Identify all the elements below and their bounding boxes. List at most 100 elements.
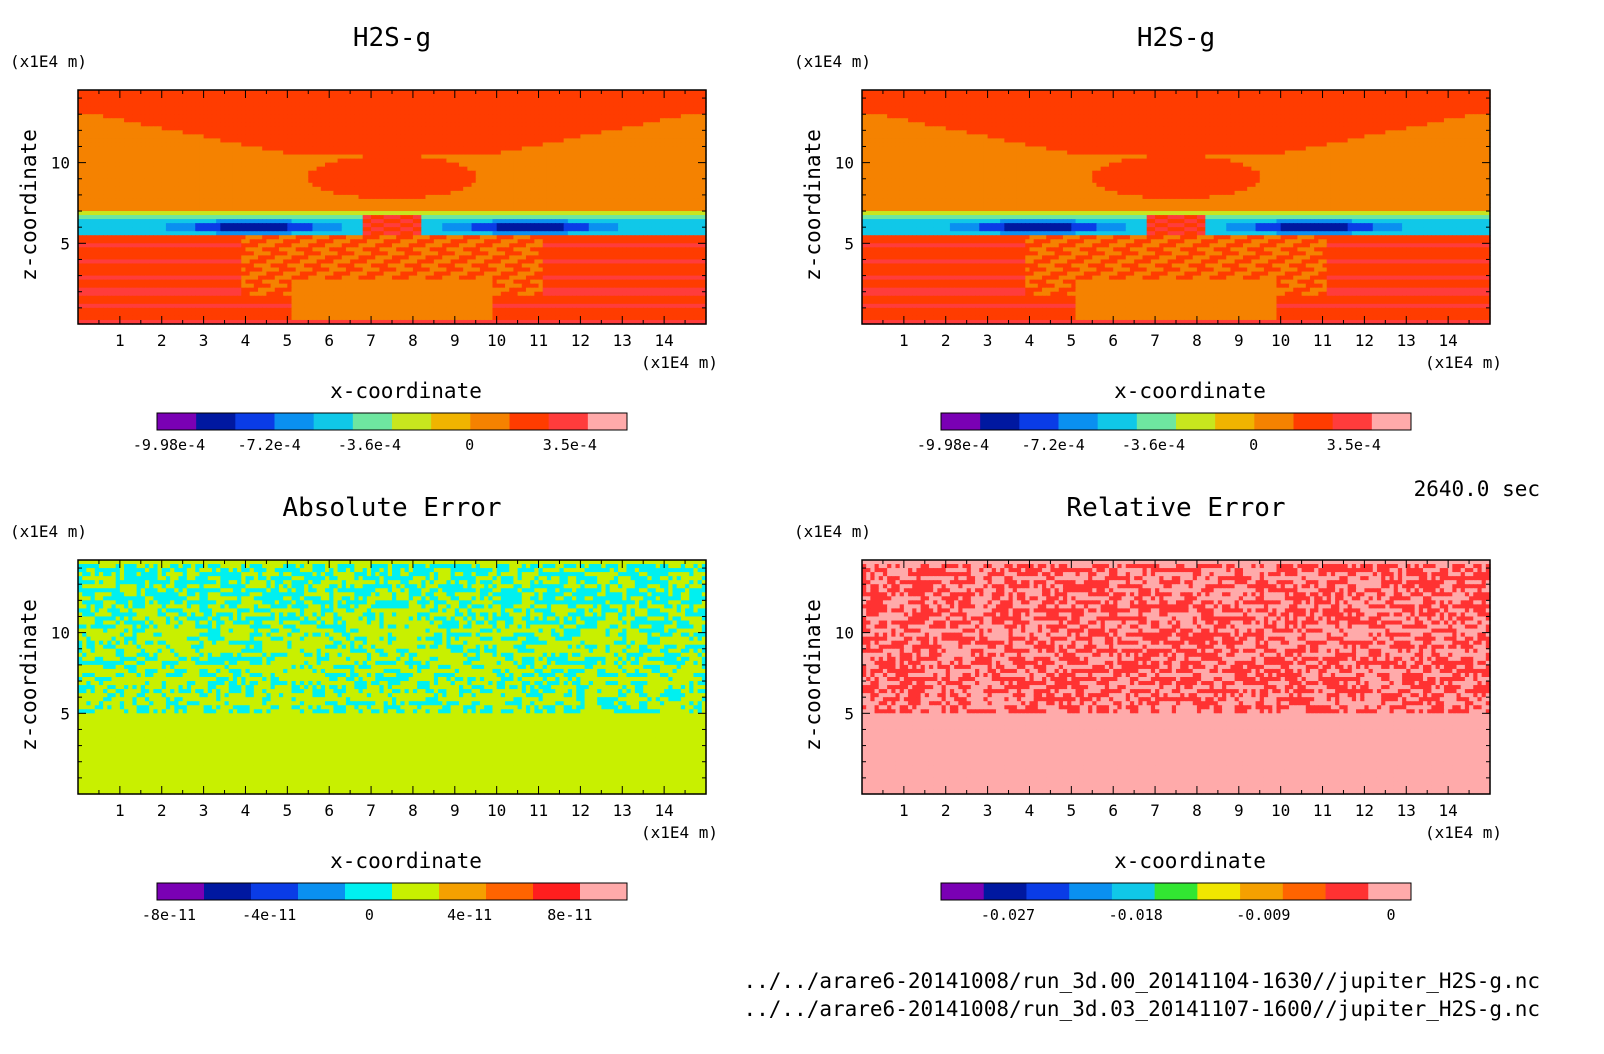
heatmap-cell: [345, 130, 351, 135]
heatmap-cell: [676, 98, 682, 103]
heatmap-cell: [408, 190, 414, 196]
heatmap-cell: [505, 178, 510, 184]
heatmap-cell: [182, 215, 188, 220]
heatmap-cell: [471, 198, 477, 204]
heatmap-cell: [387, 162, 393, 168]
heatmap-cell: [333, 102, 339, 107]
heatmap-cell: [492, 154, 498, 160]
heatmap-cell: [203, 170, 209, 176]
heatmap-cell: [546, 126, 552, 131]
heatmap-cell: [195, 190, 201, 196]
heatmap-cell: [676, 162, 682, 168]
heatmap-cell: [278, 110, 284, 115]
heatmap-cell: [542, 106, 548, 111]
heatmap-cell: [266, 114, 272, 119]
heatmap-cell: [291, 194, 297, 200]
heatmap-cell: [496, 182, 502, 188]
heatmap-cell: [304, 146, 309, 152]
heatmap-cell: [387, 122, 393, 127]
heatmap-cell: [115, 134, 121, 140]
heatmap-cell: [86, 178, 92, 184]
heatmap-cell: [325, 98, 330, 103]
heatmap-cell: [438, 94, 443, 99]
heatmap-cell: [584, 106, 590, 111]
heatmap-cell: [421, 154, 427, 160]
heatmap-cell: [580, 154, 586, 160]
heatmap-cell: [153, 122, 159, 127]
heatmap-cell: [479, 110, 485, 115]
heatmap-cell: [295, 110, 301, 115]
heatmap-cell: [98, 102, 104, 107]
heatmap-cell: [563, 118, 569, 123]
heatmap-cell: [115, 198, 121, 204]
heatmap-cell: [551, 162, 556, 168]
heatmap-cell: [274, 142, 280, 148]
heatmap-cell: [78, 122, 83, 127]
heatmap-cell: [211, 215, 217, 220]
heatmap-cell: [174, 194, 180, 200]
heatmap-cell: [278, 138, 284, 144]
heatmap-cell: [86, 186, 92, 192]
heatmap-cell: [337, 170, 343, 176]
heatmap-cell: [676, 207, 682, 212]
heatmap-cell: [186, 150, 192, 156]
heatmap-cell: [358, 98, 364, 103]
heatmap-cell: [680, 158, 686, 164]
heatmap-cell: [392, 166, 397, 172]
heatmap-cell: [216, 118, 221, 123]
heatmap-cell: [232, 207, 238, 212]
heatmap-cell: [693, 154, 699, 160]
heatmap-cell: [371, 90, 376, 95]
heatmap-cell: [304, 90, 309, 95]
heatmap-cell: [220, 194, 226, 200]
heatmap-cell: [274, 126, 280, 131]
heatmap-cell: [672, 126, 678, 131]
heatmap-cell: [605, 170, 611, 176]
heatmap-cell: [98, 166, 104, 172]
heatmap-cell: [576, 138, 581, 144]
heatmap-cell: [567, 90, 573, 95]
heatmap-cell: [597, 126, 602, 131]
heatmap-cell: [693, 158, 699, 164]
heatmap-cell: [128, 162, 134, 168]
heatmap-cell: [157, 223, 163, 228]
heatmap-cell: [429, 198, 435, 204]
heatmap-cell: [153, 166, 159, 172]
heatmap-cell: [576, 190, 581, 196]
heatmap-cell: [442, 106, 448, 111]
heatmap-cell: [90, 215, 96, 220]
heatmap-cell: [245, 130, 251, 135]
heatmap-cell: [400, 190, 406, 196]
heatmap-cell: [103, 98, 108, 103]
heatmap-cell: [492, 130, 498, 135]
heatmap-cell: [463, 186, 468, 192]
heatmap-cell: [333, 130, 339, 135]
heatmap-cell: [295, 178, 301, 184]
heatmap-cell: [555, 122, 561, 127]
heatmap-cell: [371, 126, 376, 131]
heatmap-cell: [626, 162, 632, 168]
heatmap-cell: [249, 178, 255, 184]
heatmap-cell: [383, 174, 389, 180]
heatmap-cell: [325, 106, 330, 111]
heatmap-cell: [341, 102, 347, 107]
heatmap-cell: [262, 102, 267, 107]
heatmap-cell: [237, 102, 242, 107]
heatmap-cell: [601, 154, 607, 160]
heatmap-cell: [107, 158, 113, 164]
heatmap-cell: [237, 110, 242, 115]
heatmap-cell: [287, 118, 293, 123]
heatmap-cell: [551, 219, 556, 224]
heatmap-cell: [341, 118, 347, 123]
heatmap-cell: [86, 194, 92, 200]
heatmap-cell: [458, 162, 464, 168]
heatmap-cell: [174, 98, 180, 103]
heatmap-cell: [115, 194, 121, 200]
heatmap-cell: [605, 110, 611, 115]
heatmap-cell: [643, 98, 648, 103]
heatmap-cell: [132, 126, 138, 131]
heatmap-cell: [572, 146, 577, 152]
heatmap-cell: [199, 182, 205, 188]
heatmap-cell: [132, 154, 138, 160]
heatmap-cell: [643, 114, 648, 119]
